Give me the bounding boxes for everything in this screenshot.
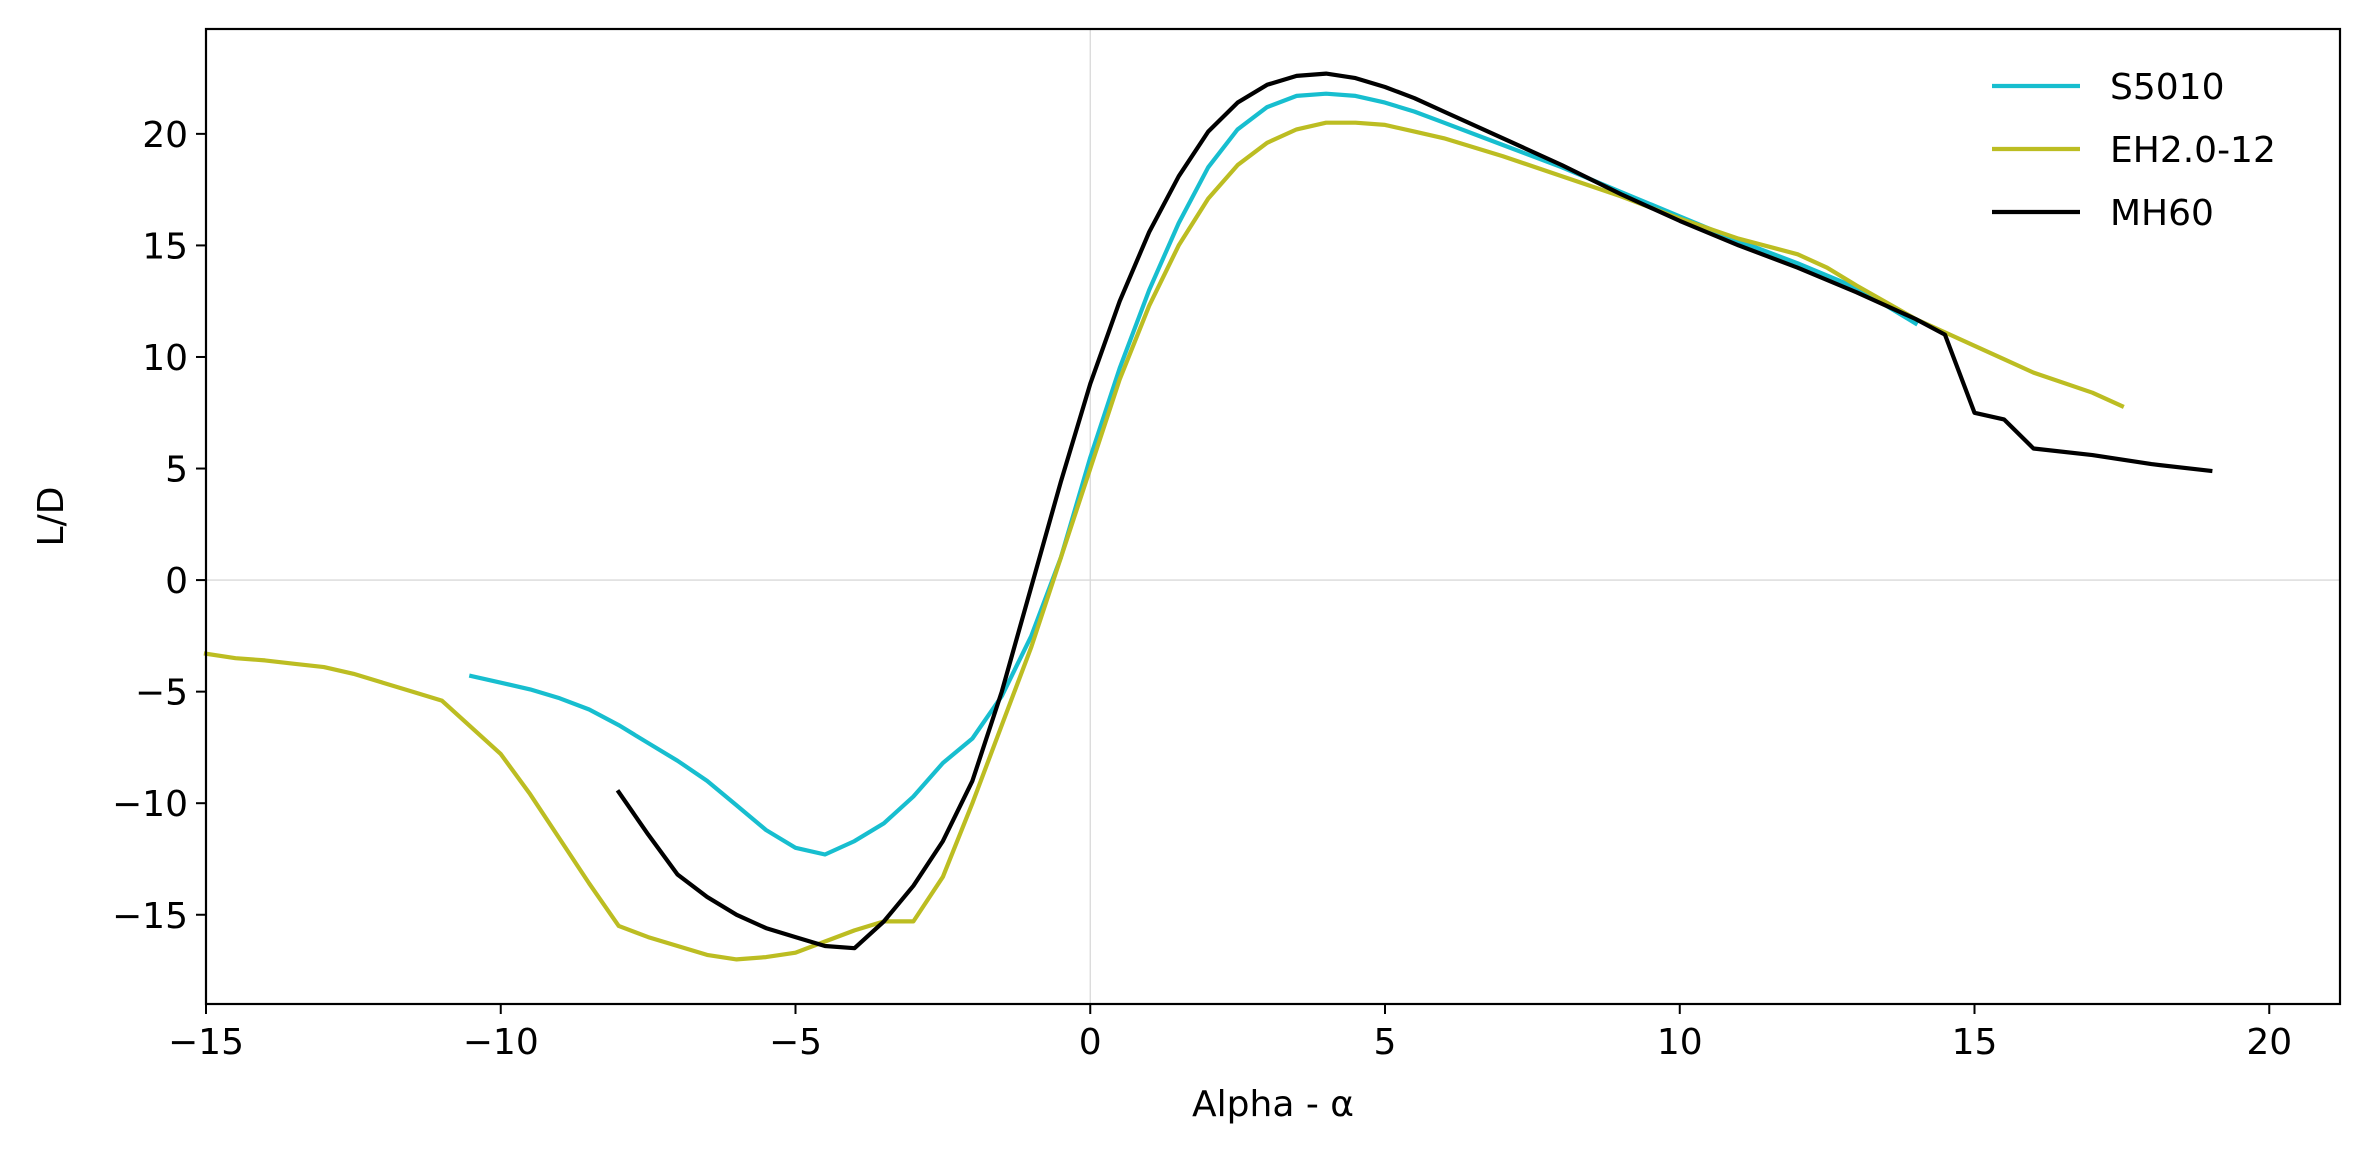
x-tick-label: 0	[1079, 1022, 1102, 1063]
y-tick-label: 20	[142, 115, 188, 156]
y-tick-label: −5	[135, 673, 188, 714]
series-line-2	[615, 71, 2213, 951]
x-tick-label: 5	[1374, 1022, 1397, 1063]
x-axis-label: Alpha - α	[1192, 1084, 1354, 1125]
y-tick-label: −15	[112, 896, 188, 937]
x-tick-label: 15	[1952, 1022, 1998, 1063]
y-tick-label: 10	[142, 338, 188, 379]
y-tick-label: 15	[142, 226, 188, 267]
y-axis-label: L/D	[31, 487, 72, 547]
y-tick-label: 0	[165, 561, 188, 602]
series-line-1	[203, 120, 2125, 962]
legend-label-1: EH2.0-12	[2110, 130, 2276, 171]
x-tick-label: −10	[463, 1022, 539, 1063]
x-tick-label: −5	[769, 1022, 822, 1063]
legend-label-2: MH60	[2110, 193, 2214, 234]
y-tick-label: 5	[165, 450, 188, 491]
y-axis: −15 −10 −5 0 5 10 15 20	[112, 115, 206, 937]
x-axis: −15 −10 −5 0 5 10 15 20	[168, 1004, 2292, 1063]
legend: S5010 EH2.0-12 MH60	[1992, 67, 2276, 234]
plot-frame	[204, 27, 2342, 1006]
x-tick-label: 10	[1657, 1022, 1703, 1063]
zero-lines	[206, 29, 2340, 1004]
x-tick-label: −15	[168, 1022, 244, 1063]
y-tick-label: −10	[112, 784, 188, 825]
x-tick-label: 20	[2246, 1022, 2292, 1063]
legend-label-0: S5010	[2110, 67, 2224, 108]
series-layer	[203, 71, 2213, 962]
